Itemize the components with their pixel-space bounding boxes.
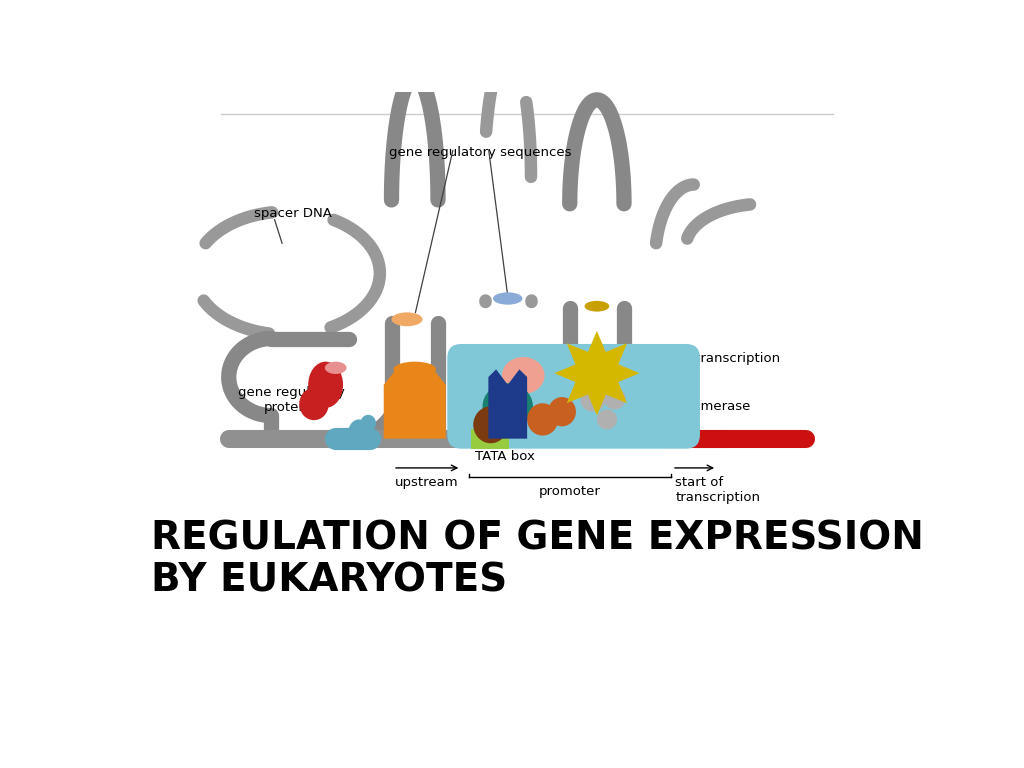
Ellipse shape <box>308 362 343 408</box>
Ellipse shape <box>482 383 532 429</box>
Ellipse shape <box>585 301 609 312</box>
Text: REGULATION OF GENE EXPRESSION: REGULATION OF GENE EXPRESSION <box>152 519 924 558</box>
Ellipse shape <box>325 362 346 374</box>
Ellipse shape <box>360 415 376 432</box>
Ellipse shape <box>548 397 575 426</box>
Text: start of
transcription: start of transcription <box>675 475 760 504</box>
Polygon shape <box>496 385 508 400</box>
Text: gene regulatory sequences: gene regulatory sequences <box>389 146 571 159</box>
Text: spacer DNA: spacer DNA <box>254 207 332 220</box>
Ellipse shape <box>604 388 626 409</box>
Text: RNA polymerase: RNA polymerase <box>640 400 750 413</box>
Polygon shape <box>488 369 527 439</box>
Ellipse shape <box>299 388 329 420</box>
FancyBboxPatch shape <box>447 344 700 449</box>
Text: promoter: promoter <box>539 485 601 498</box>
Ellipse shape <box>493 293 522 305</box>
Text: BY EUKARYOTES: BY EUKARYOTES <box>152 562 508 600</box>
Ellipse shape <box>597 409 617 429</box>
FancyBboxPatch shape <box>471 429 509 449</box>
Text: gene regulatory
proteins: gene regulatory proteins <box>238 386 345 414</box>
Polygon shape <box>554 331 640 415</box>
Ellipse shape <box>473 406 508 443</box>
Polygon shape <box>509 385 521 400</box>
Text: general transcription
factors: general transcription factors <box>640 352 779 379</box>
Ellipse shape <box>348 419 370 447</box>
Text: TATA box: TATA box <box>475 450 536 463</box>
Ellipse shape <box>527 403 558 435</box>
Ellipse shape <box>581 389 605 412</box>
Polygon shape <box>384 366 445 439</box>
Ellipse shape <box>391 313 423 326</box>
Ellipse shape <box>393 362 436 377</box>
Text: upstream: upstream <box>395 475 459 488</box>
Ellipse shape <box>502 357 545 394</box>
